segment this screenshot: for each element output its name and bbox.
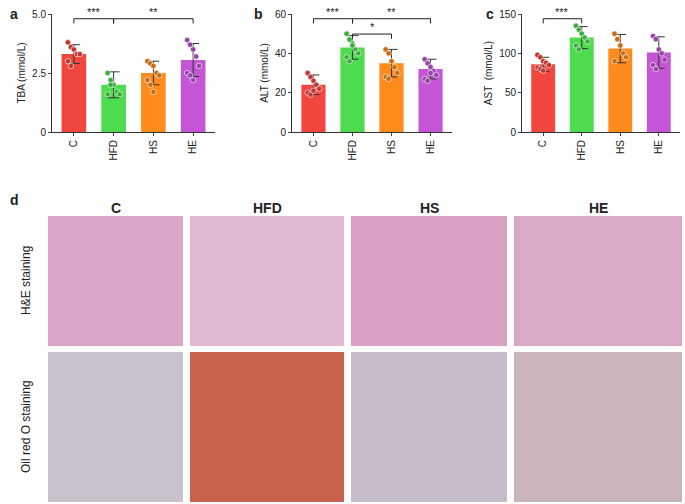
svg-text:C: C: [537, 140, 548, 147]
svg-text:c: c: [486, 6, 494, 22]
svg-text:***: ***: [326, 6, 340, 18]
svg-text:HFD: HFD: [347, 140, 358, 161]
svg-text:HS: HS: [615, 140, 626, 154]
svg-text:HFD: HFD: [576, 140, 587, 161]
svg-text:40: 40: [275, 48, 287, 59]
svg-text:***: ***: [555, 6, 569, 18]
svg-text:b: b: [254, 6, 263, 22]
svg-text:HS: HS: [420, 200, 439, 216]
svg-text:HE: HE: [425, 140, 436, 154]
svg-text:0: 0: [280, 127, 286, 138]
svg-text:HFD: HFD: [253, 200, 282, 216]
svg-text:50: 50: [505, 87, 517, 98]
svg-text:60: 60: [275, 9, 287, 20]
svg-text:0: 0: [40, 127, 46, 138]
svg-text:HS: HS: [386, 140, 397, 154]
svg-text:**: **: [149, 6, 158, 18]
svg-text:ALT (mmol/L): ALT (mmol/L): [259, 43, 270, 103]
svg-text:HFD: HFD: [108, 140, 119, 161]
svg-text:*: *: [370, 21, 375, 33]
svg-text:2.5: 2.5: [32, 68, 46, 79]
svg-text:C: C: [308, 140, 319, 147]
svg-text:HE: HE: [653, 140, 664, 154]
svg-text:HE: HE: [589, 200, 608, 216]
svg-text:C: C: [68, 140, 79, 147]
svg-text:HE: HE: [187, 140, 198, 154]
svg-text:100: 100: [499, 48, 516, 59]
svg-text:***: ***: [87, 6, 101, 18]
svg-text:a: a: [10, 6, 18, 22]
svg-text:**: **: [387, 6, 396, 18]
svg-text:C: C: [111, 200, 121, 216]
svg-text:TBA (mmol/L): TBA (mmol/L): [16, 42, 27, 103]
svg-text:20: 20: [275, 87, 287, 98]
svg-text:H&E staining: H&E staining: [19, 246, 33, 315]
svg-text:HS: HS: [148, 140, 159, 154]
svg-text:AST (mmol/L): AST (mmol/L): [483, 41, 494, 105]
svg-text:Oil red O staining: Oil red O staining: [19, 380, 33, 473]
svg-text:0: 0: [510, 127, 516, 138]
svg-text:150: 150: [499, 9, 516, 20]
svg-text:5.0: 5.0: [32, 9, 46, 20]
svg-text:d: d: [10, 192, 19, 208]
